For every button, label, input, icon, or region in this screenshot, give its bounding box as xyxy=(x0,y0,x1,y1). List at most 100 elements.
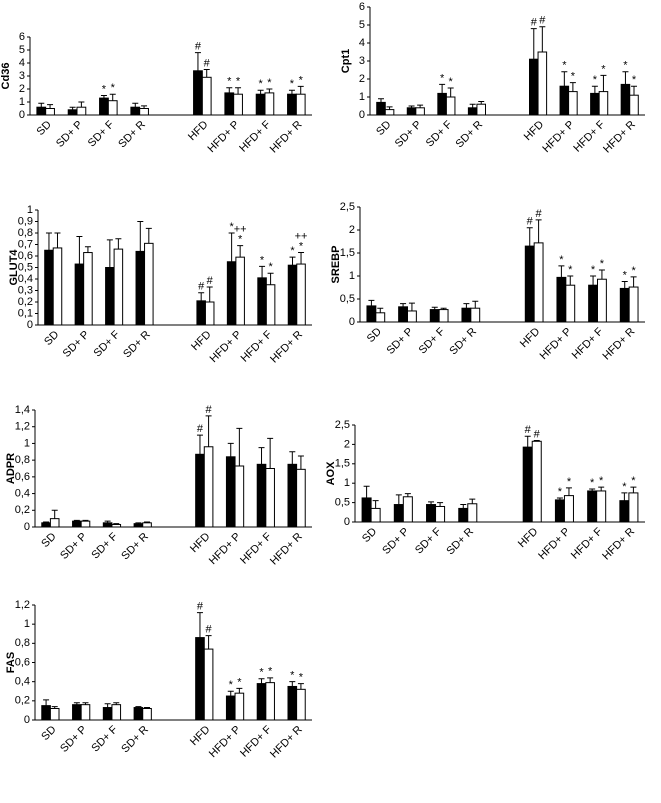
significance-marker: * xyxy=(593,74,598,86)
error-bar xyxy=(82,519,89,522)
bar xyxy=(234,692,245,721)
error-bar xyxy=(297,455,304,470)
bar xyxy=(588,284,599,323)
bar xyxy=(384,109,395,116)
x-tick-label: HFD+ P xyxy=(207,531,243,567)
x-tick-label: HFD xyxy=(186,119,211,144)
significance-marker: ++ xyxy=(234,224,247,236)
error-bar xyxy=(428,501,435,505)
bar xyxy=(407,310,417,323)
bar xyxy=(476,103,487,116)
bar xyxy=(619,500,630,523)
error-bar xyxy=(437,502,444,507)
error-bar xyxy=(38,102,45,108)
y-tick-label: 1 xyxy=(27,204,33,216)
significance-marker: * xyxy=(590,477,595,489)
significance-marker: # xyxy=(206,624,213,636)
bar xyxy=(265,284,276,326)
significance-marker: # xyxy=(531,17,538,29)
y-tick-label: 6 xyxy=(359,1,365,13)
error-bar xyxy=(526,227,533,247)
y-tick-label: 0,3 xyxy=(18,284,33,296)
y-tick-label: 0,6 xyxy=(15,471,30,483)
y-tick-label: 4 xyxy=(19,57,25,69)
bar xyxy=(83,252,93,326)
bar xyxy=(235,256,245,326)
error-bar xyxy=(76,235,83,265)
x-tick-label: SD xyxy=(39,724,58,743)
significance-marker: ++ xyxy=(295,230,308,242)
x-tick-label: HFD+ F xyxy=(238,723,274,759)
bar xyxy=(105,267,115,326)
error-bar xyxy=(622,71,629,85)
significance-marker: # xyxy=(198,281,205,293)
significance-marker: * xyxy=(229,221,234,233)
bar xyxy=(102,522,113,528)
bar xyxy=(72,520,82,528)
error-bar xyxy=(43,699,50,706)
significance-marker: * xyxy=(258,78,263,90)
significance-marker: * xyxy=(591,264,596,276)
y-tick-label: 0 xyxy=(27,319,33,331)
y-tick-label: 1 xyxy=(24,437,30,449)
x-tick-label: SD+ R xyxy=(119,531,151,563)
bar xyxy=(203,648,214,721)
bar xyxy=(196,300,206,326)
y-tick-label: 2 xyxy=(19,83,25,95)
significance-marker: * xyxy=(299,74,304,86)
y-tick-label: 0,5 xyxy=(340,293,355,305)
error-bar xyxy=(104,520,111,523)
error-bar xyxy=(51,706,58,709)
y-tick-label: 0 xyxy=(24,521,30,533)
y-tick-label: 1,5 xyxy=(335,458,350,470)
error-bar xyxy=(203,69,210,78)
y-tick-label: 0,2 xyxy=(15,695,30,707)
x-tick-label: HFD+ F xyxy=(237,118,273,154)
error-bar xyxy=(439,83,446,94)
error-bar xyxy=(539,26,546,52)
x-tick-label: SD+ R xyxy=(116,119,148,151)
significance-marker: * xyxy=(268,666,273,678)
y-axis-label: Cpt1 xyxy=(340,49,352,73)
significance-marker: * xyxy=(299,240,304,252)
bar xyxy=(406,107,417,116)
bar xyxy=(445,96,456,116)
significance-marker: # xyxy=(527,216,534,228)
bar xyxy=(256,683,267,721)
y-tick-label: 0,2 xyxy=(15,504,30,516)
y-tick-label: 0 xyxy=(19,109,25,121)
x-tick-label: SD xyxy=(35,119,54,138)
bar xyxy=(438,309,449,323)
error-bar xyxy=(386,106,393,110)
bar xyxy=(255,93,266,116)
error-bar xyxy=(236,687,243,694)
error-bar xyxy=(289,451,296,465)
significance-marker: * xyxy=(631,475,636,487)
bar xyxy=(49,518,60,528)
x-tick-label: SD+ R xyxy=(447,326,479,358)
error-bar xyxy=(104,703,111,708)
error-bar xyxy=(400,303,407,307)
x-tick-label: SD+ P xyxy=(393,119,424,150)
x-tick-label: HFD xyxy=(189,329,214,354)
error-bar xyxy=(378,98,384,103)
x-tick-label: SD xyxy=(42,329,61,348)
bar xyxy=(52,247,63,326)
x-tick-label: SD+ R xyxy=(119,724,151,756)
error-bar xyxy=(132,102,139,108)
error-bar xyxy=(567,275,574,286)
y-tick-label: 0 xyxy=(24,714,30,726)
significance-marker: * xyxy=(236,76,241,88)
significance-marker: # xyxy=(536,208,543,220)
y-tick-label: 0,8 xyxy=(18,227,33,239)
x-tick-label: SD xyxy=(360,526,379,545)
bar xyxy=(257,277,267,326)
bar xyxy=(398,306,408,323)
significance-marker: # xyxy=(206,404,213,416)
y-tick-label: 0,5 xyxy=(18,261,33,273)
bar xyxy=(461,307,472,323)
x-tick-label: HFD+ P xyxy=(538,326,574,362)
y-axis-label: AOX xyxy=(325,461,337,486)
significance-marker: * xyxy=(632,74,637,86)
bar xyxy=(45,108,55,116)
